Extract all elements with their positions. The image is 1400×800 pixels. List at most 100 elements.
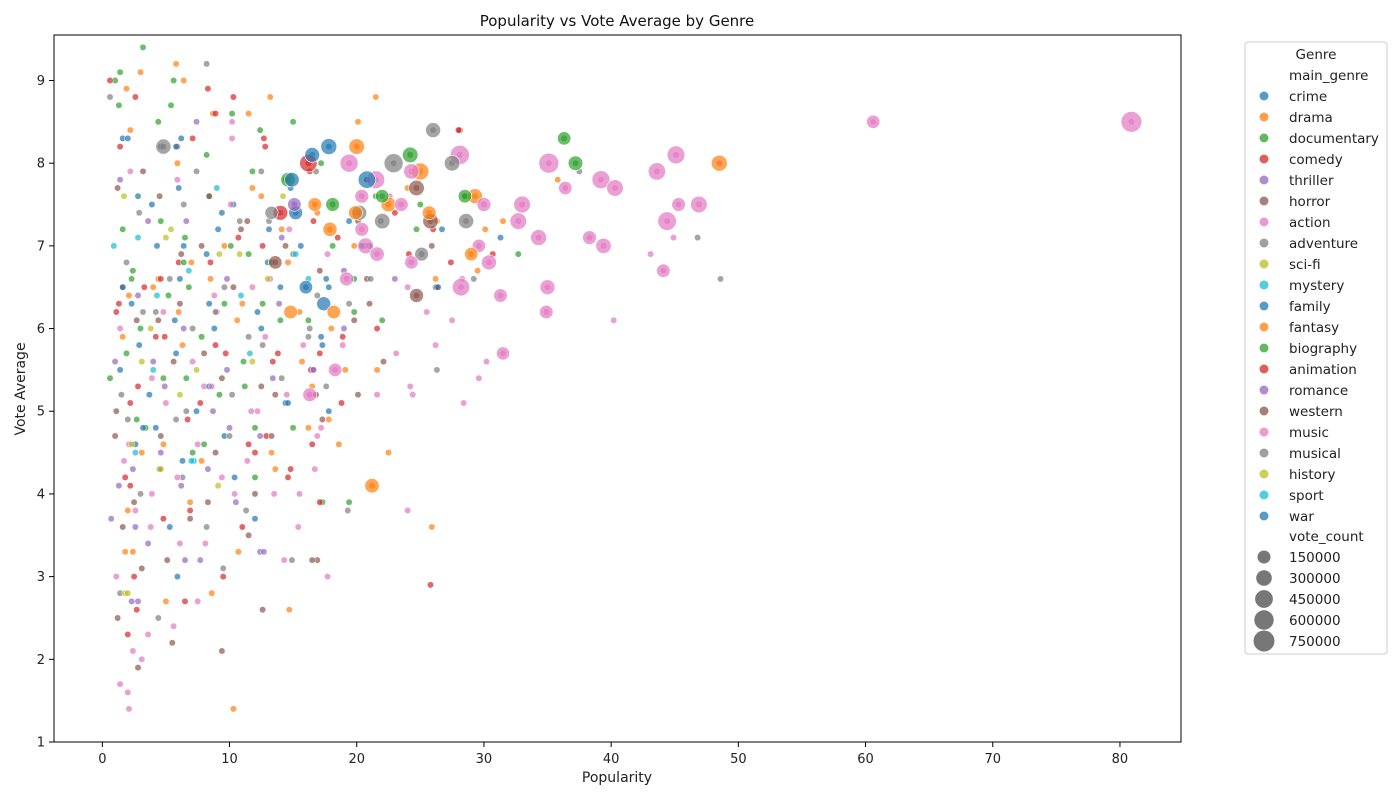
data-point-adventure bbox=[717, 275, 724, 283]
legend-marker-thriller bbox=[1259, 175, 1269, 185]
data-point-adventure bbox=[367, 275, 375, 283]
data-point-sport bbox=[134, 234, 142, 242]
data-point-animation bbox=[251, 449, 259, 457]
data-point-documentary bbox=[116, 68, 124, 76]
data-point-large bbox=[374, 213, 391, 230]
legend-entry-biography: biography bbox=[1289, 341, 1357, 357]
data-point-adventure bbox=[306, 325, 314, 332]
data-point-documentary bbox=[129, 267, 137, 275]
data-point-drama bbox=[372, 93, 380, 101]
data-point-action bbox=[610, 316, 618, 324]
data-point-action bbox=[261, 333, 269, 341]
data-point-biography bbox=[154, 118, 162, 126]
y-tick-label: 3 bbox=[37, 570, 45, 585]
x-tick-label: 30 bbox=[476, 752, 493, 767]
legend-entry-war: war bbox=[1289, 509, 1314, 525]
data-point-music bbox=[120, 457, 128, 465]
legend-entry-romance: romance bbox=[1289, 383, 1348, 399]
data-point-comedy bbox=[222, 349, 230, 357]
data-point-adventure bbox=[433, 366, 441, 374]
data-point-music bbox=[148, 374, 156, 382]
data-point-adventure bbox=[288, 556, 296, 564]
data-point-action bbox=[228, 134, 236, 142]
data-point-crime bbox=[173, 573, 181, 581]
data-point-documentary bbox=[259, 300, 267, 308]
data-point-large bbox=[425, 122, 441, 138]
legend-size-marker bbox=[1255, 590, 1273, 608]
data-point-music bbox=[173, 176, 181, 184]
data-point-large bbox=[320, 138, 338, 155]
data-point-large bbox=[354, 222, 369, 237]
data-point-large bbox=[268, 255, 283, 270]
data-point-adventure bbox=[228, 391, 236, 399]
data-point-mystery bbox=[131, 449, 139, 457]
data-point-drama bbox=[266, 93, 274, 101]
data-point-sci-fi bbox=[236, 250, 244, 258]
data-point-western bbox=[133, 316, 141, 324]
legend-marker-war bbox=[1259, 511, 1269, 521]
legend-marker-adventure bbox=[1259, 238, 1269, 248]
data-point-thriller bbox=[180, 325, 188, 332]
data-point-history bbox=[248, 358, 256, 366]
data-point-action bbox=[448, 316, 456, 324]
data-point-mystery bbox=[246, 349, 254, 357]
legend-entry-adventure: adventure bbox=[1289, 236, 1358, 252]
x-tick-label: 40 bbox=[603, 752, 620, 767]
data-point-adventure bbox=[344, 507, 352, 514]
data-point-war bbox=[139, 424, 147, 432]
data-point-animation bbox=[131, 93, 139, 101]
data-point-biography bbox=[203, 151, 211, 159]
data-point-action bbox=[313, 432, 321, 440]
data-point-animation bbox=[157, 275, 165, 283]
data-point-western bbox=[218, 374, 226, 382]
data-point-history bbox=[138, 358, 146, 366]
data-point-thriller bbox=[134, 597, 142, 605]
data-point-romance bbox=[144, 217, 152, 225]
data-point-drama bbox=[220, 242, 228, 250]
data-point-biography bbox=[251, 473, 259, 481]
data-point-fantasy bbox=[119, 333, 127, 341]
data-point-large bbox=[409, 288, 424, 303]
data-point-drama bbox=[499, 217, 507, 225]
data-point-western bbox=[245, 531, 253, 539]
data-point-romance bbox=[232, 498, 240, 506]
data-point-action bbox=[170, 622, 178, 630]
data-point-crime bbox=[345, 217, 353, 225]
data-point-documentary bbox=[227, 242, 235, 250]
x-axis: 0 10 20 30 40 50 60 70 80 bbox=[98, 742, 1128, 767]
data-point-crime bbox=[116, 366, 124, 374]
data-point-documentary bbox=[256, 126, 264, 134]
legend-entry-thriller: thriller bbox=[1289, 173, 1334, 189]
data-point-action bbox=[247, 407, 255, 415]
data-point-documentary bbox=[317, 159, 325, 167]
data-point-action bbox=[138, 655, 146, 663]
x-tick-label: 10 bbox=[221, 752, 238, 767]
data-point-sport bbox=[237, 292, 245, 299]
data-point-family bbox=[254, 308, 261, 316]
data-point-horror bbox=[237, 225, 245, 233]
data-point-adventure bbox=[123, 258, 130, 266]
data-point-thriller bbox=[181, 556, 189, 564]
data-point-mystery bbox=[110, 242, 118, 250]
data-point-crime bbox=[203, 250, 211, 258]
data-point-animation bbox=[134, 382, 142, 390]
data-point-history bbox=[215, 250, 223, 258]
data-point-music bbox=[112, 573, 120, 581]
data-point-large bbox=[155, 138, 172, 155]
data-point-biography bbox=[220, 300, 228, 308]
data-point-comedy bbox=[112, 308, 120, 316]
data-point-large bbox=[656, 263, 671, 278]
data-point-large bbox=[322, 221, 338, 237]
data-point-documentary bbox=[248, 167, 256, 175]
data-point-large bbox=[539, 279, 556, 296]
x-tick-label: 80 bbox=[1112, 752, 1129, 767]
data-point-fantasy bbox=[233, 316, 241, 324]
legend: Genre main_genre crime drama documentary co… bbox=[1244, 41, 1388, 655]
data-point-romance bbox=[340, 325, 348, 332]
data-point-drama bbox=[428, 523, 436, 531]
data-point-documentary bbox=[157, 217, 165, 225]
legend-marker-history bbox=[1259, 469, 1269, 479]
data-point-history bbox=[193, 366, 200, 374]
data-point-biography bbox=[241, 382, 249, 390]
legend-marker-horror bbox=[1259, 196, 1269, 206]
